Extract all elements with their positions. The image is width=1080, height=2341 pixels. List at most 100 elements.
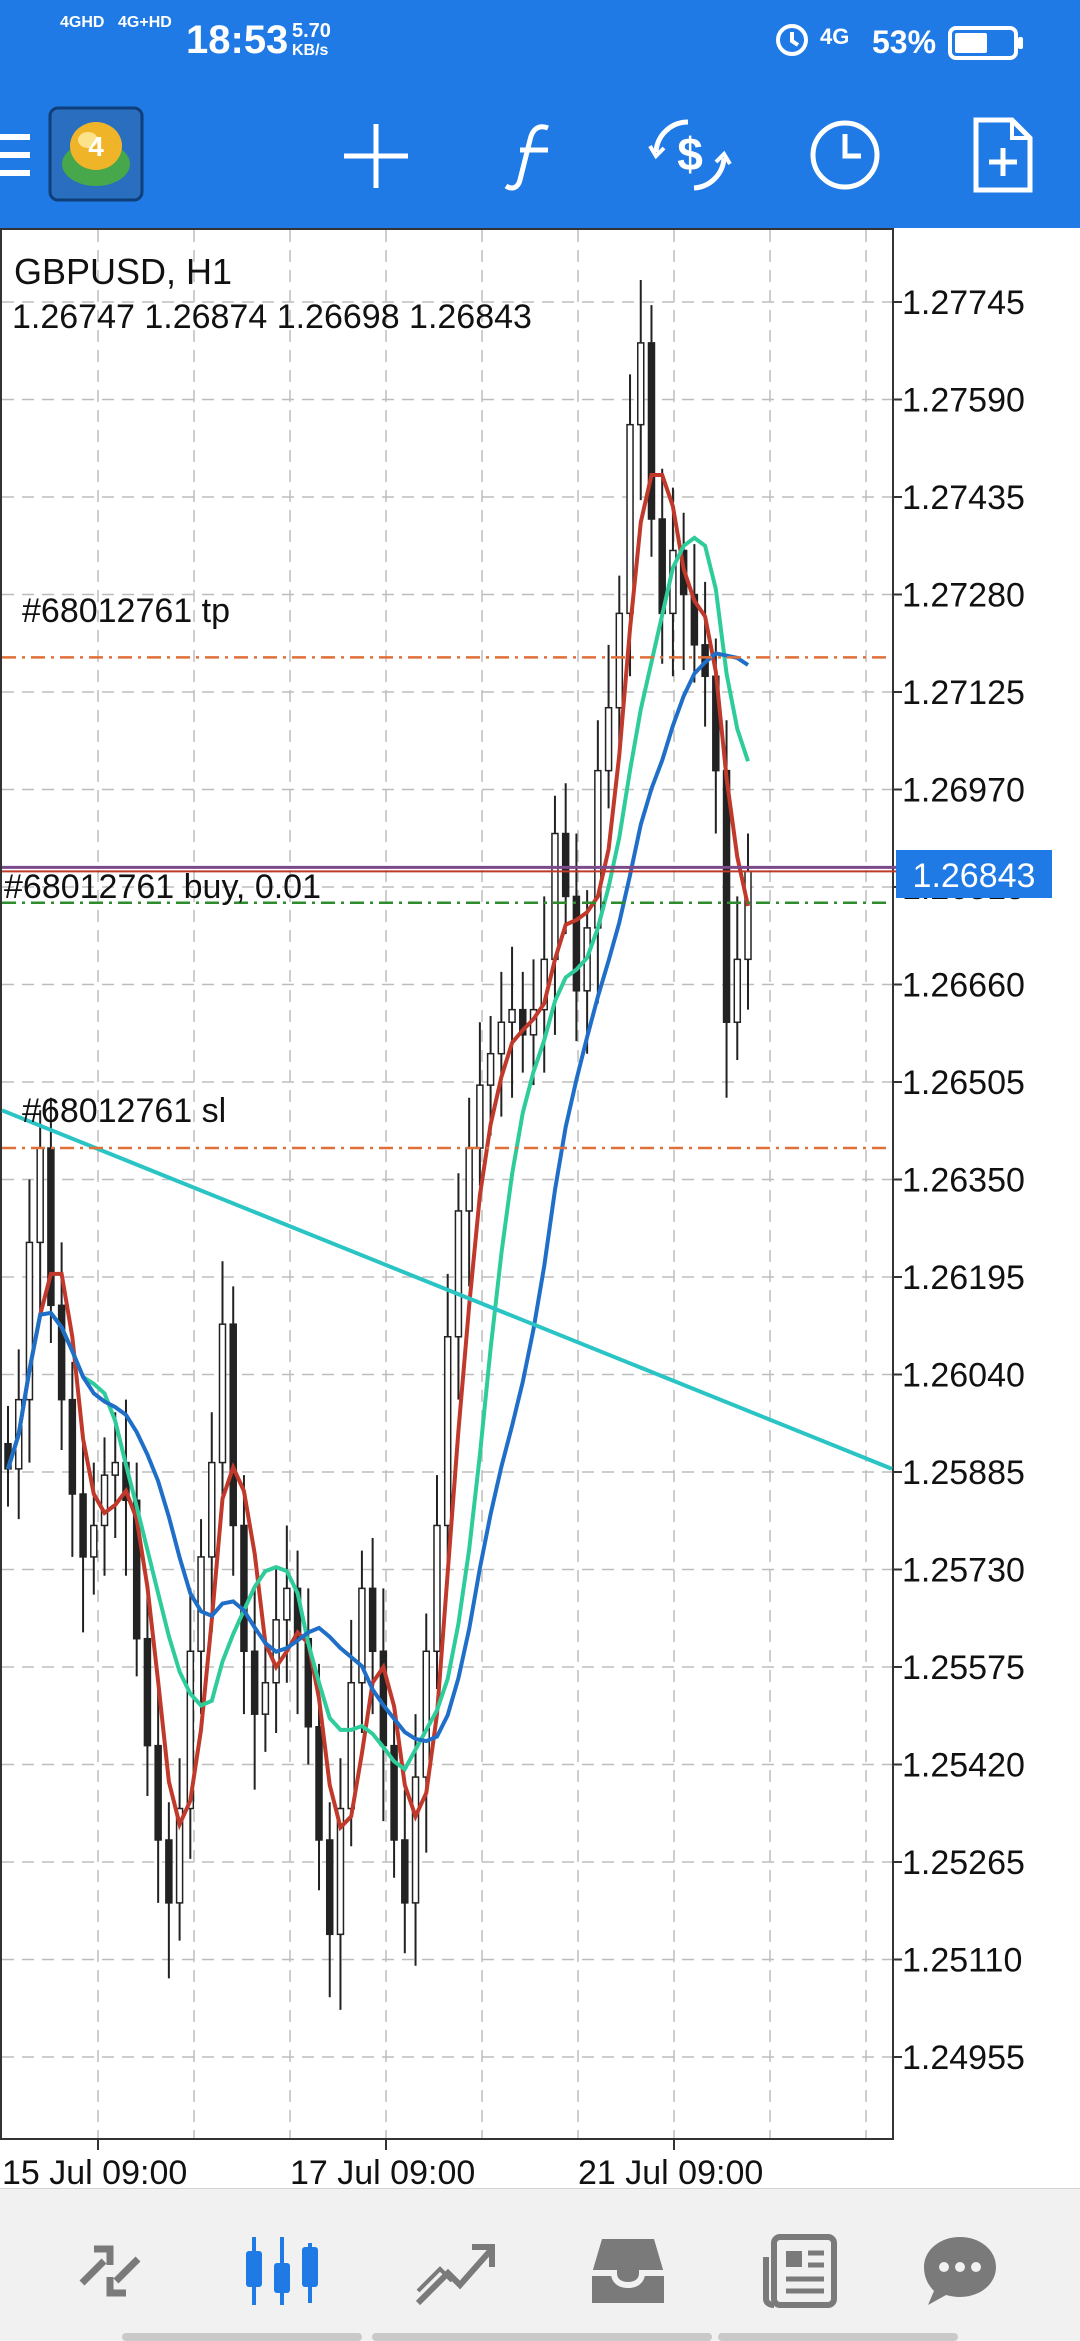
candle	[175, 1758, 184, 1941]
candle-body	[250, 1650, 259, 1715]
sl-line-label: #68012761 sl	[22, 1092, 226, 1130]
candle-body	[36, 1147, 44, 1244]
x-tick-label: 17 Jul 09:00	[290, 2154, 475, 2188]
candle-body	[143, 1637, 152, 1747]
candle	[647, 305, 656, 557]
candle	[604, 644, 613, 809]
candle-body	[551, 832, 559, 961]
candle-body	[744, 870, 752, 961]
candle	[47, 1097, 55, 1344]
svg-text:$: $	[677, 128, 703, 180]
alarm-icon	[772, 18, 812, 63]
candle	[390, 1707, 398, 1878]
candle	[508, 946, 516, 1098]
ma-red-line	[6, 473, 750, 1832]
hamburger-icon[interactable]	[0, 130, 32, 187]
candle	[186, 1588, 195, 1859]
chart-icon[interactable]	[240, 2233, 324, 2314]
candle-body	[315, 1726, 323, 1841]
history-icon[interactable]	[588, 2233, 668, 2314]
y-tick-label: 1.24955	[902, 2039, 1025, 2077]
candle-body	[454, 1210, 463, 1338]
y-tick-label: 1.27435	[902, 479, 1025, 517]
svg-text:4: 4	[88, 131, 104, 162]
y-tick-label: 1.27125	[902, 674, 1025, 712]
candle	[250, 1588, 259, 1790]
candle-body	[733, 958, 742, 1023]
period-icon[interactable]	[808, 118, 882, 197]
candle-body	[229, 1323, 237, 1527]
candles	[4, 279, 752, 2010]
candle-body	[637, 342, 645, 426]
metatrader4-logo[interactable]: 4	[48, 106, 144, 207]
candle-body	[358, 1587, 366, 1684]
candle-body	[336, 1807, 345, 1936]
y-tick-label: 1.26660	[902, 967, 1025, 1005]
candle-body	[604, 706, 613, 772]
candle	[154, 1682, 162, 1903]
candle	[111, 1412, 119, 1539]
candle-body	[647, 342, 656, 520]
candle	[143, 1588, 152, 1796]
candle-body	[433, 1524, 441, 1653]
nav-indicator	[372, 2333, 712, 2341]
candle-body	[283, 1587, 291, 1621]
time-axis: 15 Jul 09:00 17 Jul 09:00 21 Jul 09:00	[2, 2138, 763, 2192]
trade-icon[interactable]: $	[648, 116, 732, 199]
candle-body	[411, 1776, 420, 1904]
candle	[411, 1714, 420, 1966]
price-chart[interactable]: 1.27745 1.27590 1.27435 1.27280 1.27125 1.269…	[0, 228, 1080, 2192]
candle-body	[68, 1398, 77, 1495]
nav-indicator	[718, 2333, 958, 2341]
trade-icon[interactable]	[414, 2233, 496, 2314]
candle-body	[390, 1744, 398, 1841]
candle-body	[240, 1524, 248, 1653]
ohlc-label: 1.26747 1.26874 1.26698 1.26843	[12, 298, 532, 336]
bottom-navigation	[0, 2188, 1080, 2341]
y-tick-label: 1.26350	[902, 1162, 1025, 1200]
candle-body	[154, 1744, 162, 1841]
candle-body	[486, 1052, 495, 1086]
candle	[733, 896, 742, 1060]
candle-body	[508, 1008, 516, 1023]
candle-body	[208, 1461, 216, 1558]
candle	[336, 1758, 345, 2010]
candle	[519, 971, 527, 1073]
candle	[615, 575, 624, 759]
candle-body	[626, 423, 634, 615]
candle-body	[79, 1493, 87, 1558]
candle	[68, 1361, 77, 1557]
new-order-icon[interactable]	[972, 116, 1034, 199]
candle-body	[25, 1241, 34, 1401]
candle	[79, 1443, 87, 1633]
candle-body	[690, 593, 699, 646]
crosshair-icon[interactable]	[340, 120, 412, 197]
candle-body	[465, 1147, 473, 1212]
network-indicator-2: 4G+HD	[118, 14, 172, 31]
candle	[325, 1802, 334, 1998]
news-icon[interactable]	[762, 2233, 838, 2314]
order-lines	[2, 656, 1052, 1150]
candle	[165, 1802, 173, 1979]
battery-icon	[948, 26, 1024, 65]
plot-area	[0, 228, 894, 2140]
indicators-icon[interactable]	[504, 120, 564, 197]
candle	[443, 1273, 452, 1576]
nav-indicator	[122, 2333, 362, 2341]
candle-body	[325, 1839, 334, 1936]
candle-body	[111, 1461, 119, 1476]
candle	[401, 1789, 409, 1954]
candle	[25, 1179, 34, 1463]
candle-body	[497, 1021, 506, 1055]
candle	[229, 1286, 237, 1576]
candle-body	[90, 1524, 98, 1558]
candle	[454, 1173, 463, 1400]
candle-body	[594, 769, 602, 929]
chat-icon[interactable]	[920, 2233, 1000, 2314]
candle	[208, 1412, 216, 1633]
x-tick-label: 15 Jul 09:00	[2, 2154, 187, 2188]
ma-blue-line	[6, 651, 750, 1744]
data-speed-unit: KB/s	[292, 42, 329, 59]
candle-body	[519, 1008, 527, 1036]
quotes-icon[interactable]	[72, 2233, 148, 2314]
